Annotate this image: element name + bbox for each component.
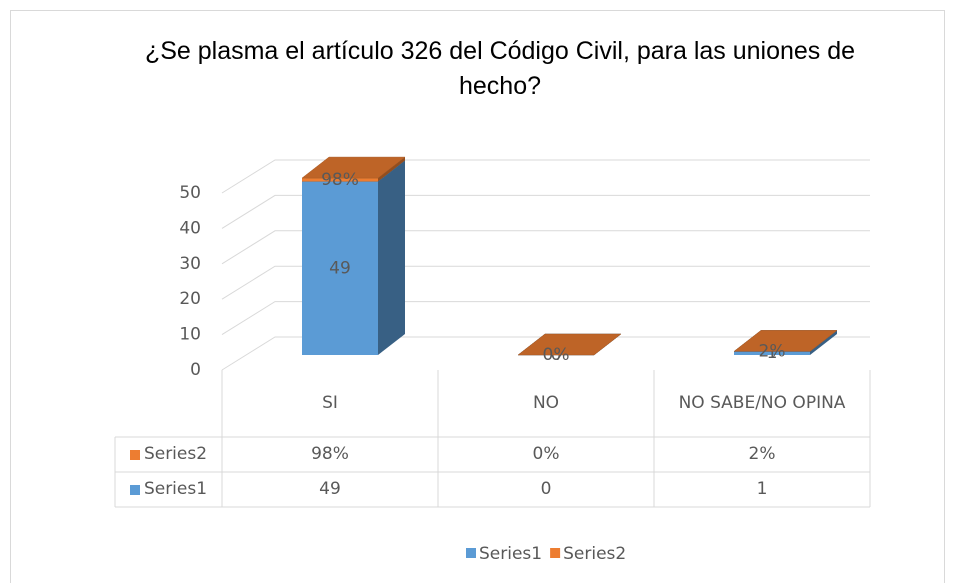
grid-line [221, 159, 870, 194]
title-box: ¿Se plasma el artículo 326 del Código Ci… [144, 37, 856, 100]
legend-swatch [129, 449, 140, 460]
table-series-name-text: Series1 [143, 478, 208, 499]
legend-swatch [129, 484, 140, 495]
data-label: 49 [329, 258, 351, 278]
chart-title: ¿Se plasma el artículo 326 del Código Ci… [144, 37, 856, 100]
grid-line [221, 265, 870, 300]
category-label-box: SI [222, 370, 438, 437]
bar-segment [301, 160, 406, 355]
table-value: 49 [222, 472, 438, 507]
category-label-text: NO [532, 392, 560, 413]
legend-swatch [466, 548, 476, 558]
category-label: NO [438, 370, 654, 437]
bar-top [733, 330, 838, 352]
grid-line [221, 301, 870, 336]
bar-top [517, 333, 622, 356]
category-label-box: NO SABE/NO OPINA [654, 370, 870, 437]
legend-swatch [550, 548, 561, 558]
table-series-name-box: Series1 [115, 472, 222, 507]
table-value: 2% [654, 437, 870, 472]
table-value-text: 2% [748, 443, 776, 464]
data-label: 2% [759, 341, 786, 361]
category-label: NO SABE/NO OPINA [654, 370, 870, 437]
legend-label: Series2 [563, 544, 626, 564]
table-value-box: 49 [222, 472, 438, 507]
category-label-text: NO SABE/NO OPINA [678, 392, 846, 413]
table-value-text: 1 [756, 478, 768, 499]
table-series-name: Series1 [115, 472, 222, 507]
table-value: 98% [222, 437, 438, 472]
table-value-box: 0 [438, 472, 654, 507]
table-series-name: Series2 [115, 437, 222, 472]
table-series-name-box: Series2 [115, 437, 222, 472]
table-value-text: 0% [532, 443, 560, 464]
bar-front [302, 178, 378, 182]
bar-segment [301, 156, 406, 182]
y-tick-label: 30 [179, 254, 201, 274]
grid-line [221, 230, 870, 265]
bar-side [378, 157, 405, 182]
category-label-text: SI [322, 392, 338, 413]
y-tick-label: 20 [179, 289, 201, 309]
table-value: 0 [438, 472, 654, 507]
table-value-text: 49 [319, 478, 341, 499]
table-value: 0% [438, 437, 654, 472]
bar-segment [733, 330, 838, 352]
y-tick-label: 10 [179, 325, 201, 345]
bar-segment [517, 333, 622, 356]
table-value-text: 0 [540, 478, 552, 499]
data-label: 1 [767, 343, 778, 363]
table-value-box: 1 [654, 472, 870, 507]
grid-line [221, 194, 870, 229]
table-value: 1 [654, 472, 870, 507]
grid-line [221, 336, 870, 371]
category-label-box: NO [438, 370, 654, 437]
y-tick-label: 50 [179, 183, 201, 203]
table-value-box: 2% [654, 437, 870, 472]
data-label: 0% [543, 345, 570, 365]
bar-side [378, 160, 405, 355]
table-value-text: 98% [311, 443, 349, 464]
chart-border [10, 10, 945, 583]
bar-front [734, 351, 810, 355]
legend-label: Series1 [479, 544, 542, 564]
category-label: SI [222, 370, 438, 437]
bar-front [302, 181, 378, 355]
table-value-box: 98% [222, 437, 438, 472]
bar-side [810, 330, 837, 355]
bar-top [301, 156, 406, 179]
data-label: 98% [321, 170, 359, 190]
y-tick-label: 40 [179, 218, 201, 238]
y-tick-label: 0 [190, 360, 201, 380]
table-series-name-text: Series2 [143, 443, 208, 464]
table-value-box: 0% [438, 437, 654, 472]
